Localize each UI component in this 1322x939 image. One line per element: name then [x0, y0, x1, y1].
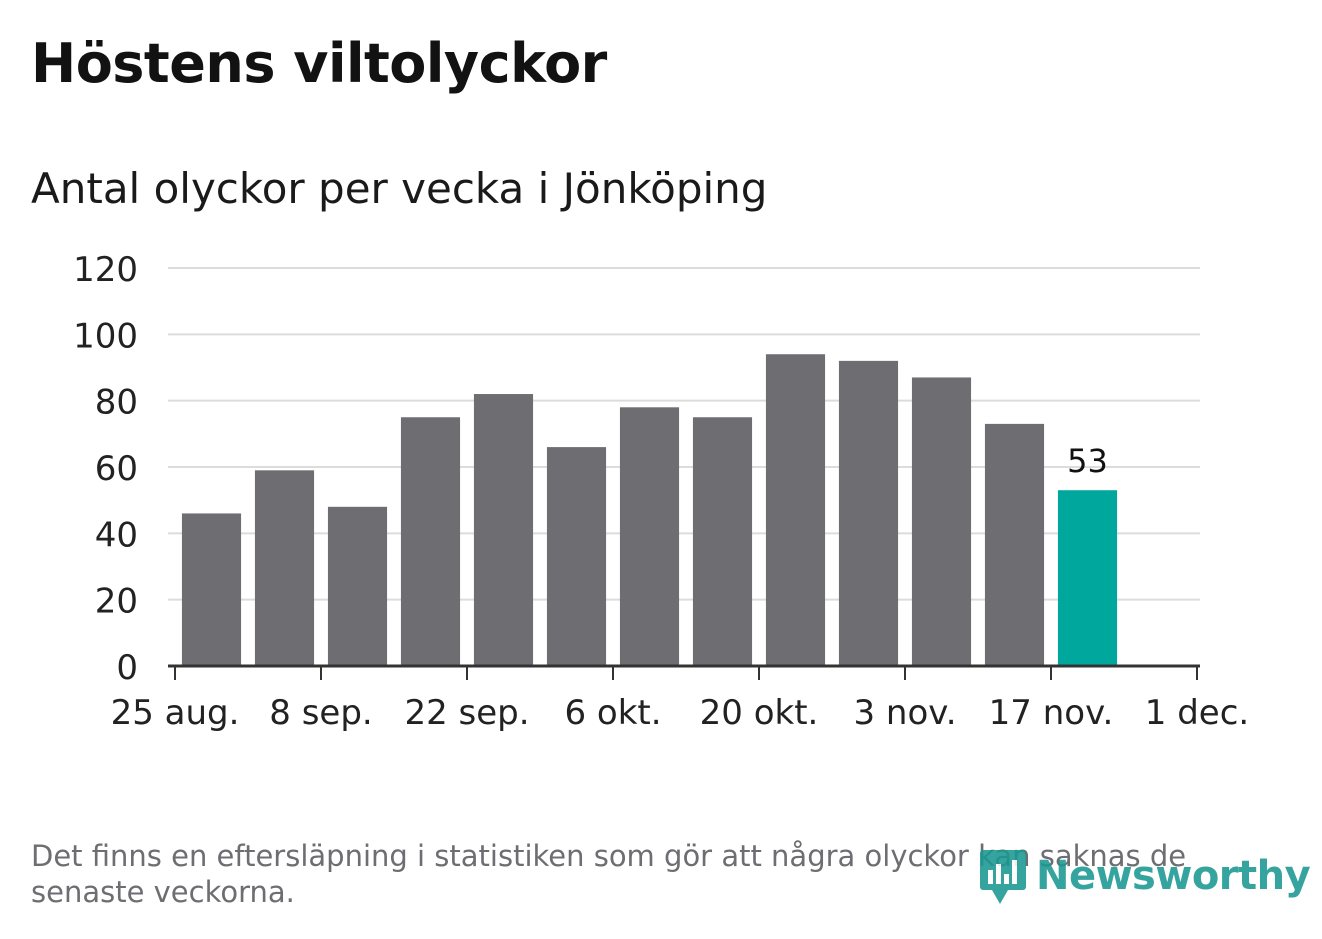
- bar: [254, 470, 315, 666]
- y-tick-label: 0: [116, 648, 138, 688]
- bar: [181, 513, 242, 666]
- bar: [473, 394, 534, 666]
- logo-text: Newsworthy: [1036, 853, 1311, 899]
- y-tick-label: 80: [95, 383, 138, 423]
- data-label: 53: [1067, 442, 1108, 480]
- x-tick-label: 20 okt.: [700, 693, 819, 733]
- bar: [692, 417, 753, 666]
- x-tick-label: 17 nov.: [989, 693, 1114, 733]
- bar: [984, 423, 1045, 666]
- chart-subtitle: Antal olyckor per vecka i Jönköping: [31, 164, 768, 213]
- newsworthy-bar-icon: [980, 850, 1026, 904]
- bar-highlight: [1057, 490, 1118, 666]
- bar: [619, 407, 680, 666]
- y-tick-label: 100: [73, 316, 138, 356]
- newsworthy-logo: Newsworthy: [978, 846, 1311, 906]
- bar: [400, 417, 461, 666]
- x-tick-label: 25 aug.: [111, 693, 240, 733]
- bar-chart: 0 20 40 60 80 100 120 53 25 aug. 8 sep. 22 sep. 6 o…: [73, 250, 1249, 733]
- x-tick-label: 3 nov.: [853, 693, 956, 733]
- y-tick-label: 40: [95, 515, 138, 555]
- bar: [911, 377, 972, 666]
- y-tick-label: 60: [95, 449, 138, 489]
- bar: [838, 360, 899, 666]
- bar: [546, 447, 607, 666]
- x-tick-label: 1 dec.: [1145, 693, 1249, 733]
- chart-title: Höstens viltolyckor: [31, 32, 607, 95]
- x-tick-label: 8 sep.: [269, 693, 372, 733]
- bar: [327, 506, 388, 666]
- x-tick-label: 6 okt.: [564, 693, 661, 733]
- y-tick-label: 120: [73, 250, 138, 290]
- bar: [765, 354, 826, 666]
- y-tick-label: 20: [95, 582, 138, 622]
- x-tick-label: 22 sep.: [404, 693, 529, 733]
